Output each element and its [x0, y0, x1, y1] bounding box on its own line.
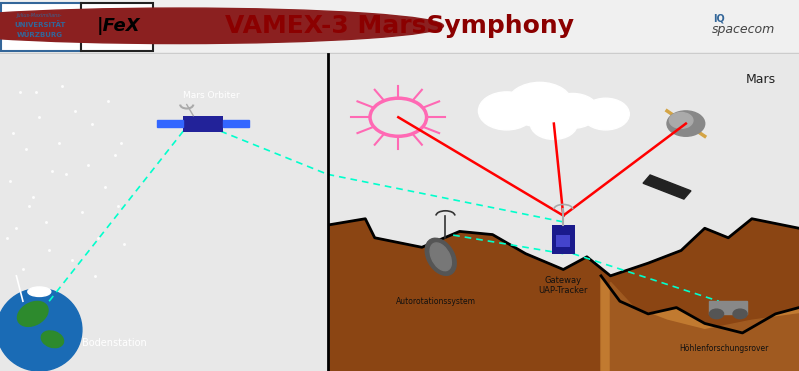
Text: |FeX: |FeX — [97, 17, 140, 35]
Bar — [710, 301, 747, 314]
Text: Julius-Maximilians-: Julius-Maximilians- — [18, 13, 62, 17]
Circle shape — [531, 108, 578, 139]
Ellipse shape — [42, 331, 64, 348]
Text: Höhlenforschungsrover: Höhlenforschungsrover — [679, 344, 769, 353]
Bar — [223, 121, 249, 127]
Text: Bodenstation: Bodenstation — [81, 338, 147, 348]
Text: IQ: IQ — [714, 14, 725, 24]
Circle shape — [0, 289, 81, 371]
Text: Gateway
UAP-Tracker: Gateway UAP-Tracker — [539, 276, 588, 295]
Bar — [184, 116, 223, 131]
Circle shape — [582, 98, 630, 130]
Text: Mars Orbiter: Mars Orbiter — [184, 91, 240, 100]
Text: Mars: Mars — [746, 73, 777, 86]
Bar — [1, 3, 81, 51]
Circle shape — [667, 111, 705, 136]
Circle shape — [733, 309, 747, 319]
Text: VAMEX-3 MarsSymphony: VAMEX-3 MarsSymphony — [225, 14, 574, 38]
Circle shape — [670, 112, 693, 128]
Text: WÜRZBURG: WÜRZBURG — [17, 32, 63, 39]
Circle shape — [479, 92, 535, 130]
Bar — [643, 175, 691, 199]
Ellipse shape — [18, 302, 48, 326]
Circle shape — [0, 8, 443, 43]
Bar — [81, 3, 153, 51]
Circle shape — [507, 82, 573, 127]
Bar — [157, 121, 184, 127]
Bar — [556, 234, 570, 247]
Bar — [551, 225, 575, 254]
Polygon shape — [328, 219, 799, 371]
Polygon shape — [601, 276, 799, 371]
Ellipse shape — [28, 287, 51, 296]
Circle shape — [710, 309, 724, 319]
Circle shape — [547, 93, 598, 128]
Polygon shape — [610, 282, 799, 371]
Ellipse shape — [425, 238, 456, 275]
Ellipse shape — [430, 243, 451, 271]
Text: spacecom: spacecom — [711, 23, 775, 36]
Text: Autorotationssystem: Autorotationssystem — [396, 297, 476, 306]
Text: UNIVERSITÄT: UNIVERSITÄT — [14, 21, 66, 28]
